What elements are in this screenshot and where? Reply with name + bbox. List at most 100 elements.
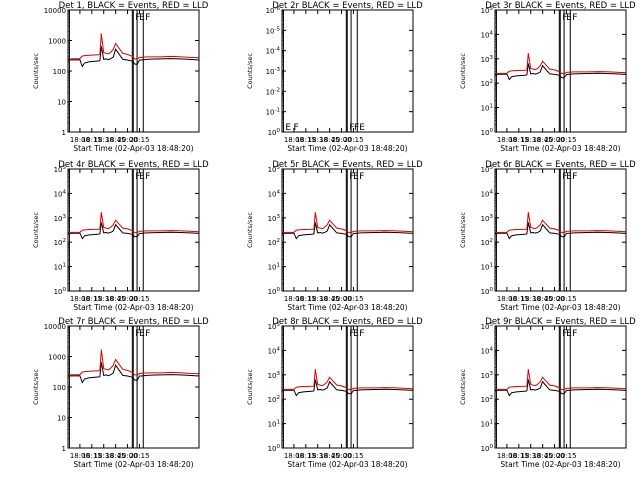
x-tick-label: 18:45	[533, 295, 553, 303]
y-tick-label: 100	[53, 384, 66, 392]
x-tick-label: 18:30	[308, 136, 328, 144]
lld-line	[494, 53, 627, 75]
y-tick-label: 10000	[44, 323, 66, 331]
y-tick-label: 104	[54, 189, 67, 198]
detector-panel-5: Det 5r BLACK = Events, RED = LLD FE F 100 10…	[246, 160, 423, 312]
plot-frame	[281, 9, 414, 133]
x-axis-label: Start Time (02-Apr-03 18:48:20)	[73, 460, 193, 469]
x-tick-label: 20:00	[544, 452, 564, 460]
y-tick-label: 100	[268, 287, 281, 296]
x-tick-label: 18:30	[94, 295, 114, 303]
x-tick-label: 18:00	[70, 295, 90, 303]
x-tick-label: 18:30	[521, 452, 541, 460]
panel-title: Det 1, BLACK = Events, RED = LLD	[59, 1, 209, 11]
y-tick-label: 103	[481, 214, 494, 223]
y-tick-label: 101	[54, 263, 66, 272]
flag-annotation: E	[285, 123, 291, 133]
panel-title: Det 4r BLACK = Events, RED = LLD	[58, 160, 209, 170]
y-tick-label: 100	[481, 128, 494, 137]
y-tick-label: 101	[268, 420, 280, 429]
y-tick-label: 103	[268, 214, 281, 223]
events-line	[494, 222, 627, 240]
plot-frame	[67, 9, 200, 133]
events-line	[67, 362, 200, 384]
y-tick-label: 102	[481, 395, 493, 404]
x-tick-label: 18:00	[284, 452, 304, 460]
x-tick-label: 18:45	[106, 136, 126, 144]
panel-title: Det 3r BLACK = Events, RED = LLD	[485, 1, 636, 11]
x-tick-label: 20:00	[331, 295, 351, 303]
detector-panel-9: Det 9r BLACK = Events, RED = LLD FE F 100 10…	[459, 317, 636, 469]
flag-annotation: E	[566, 172, 572, 182]
x-tick-label: 18:45	[106, 295, 126, 303]
lld-line	[494, 212, 627, 234]
panel-title: Det 9r BLACK = Events, RED = LLD	[485, 317, 636, 327]
detector-panel-8: Det 8r BLACK = Events, RED = LLD FE F 100 10…	[246, 317, 423, 469]
y-tick-label: 101	[481, 420, 493, 429]
flag-annotation: F	[359, 329, 364, 339]
y-tick-label: 100	[53, 68, 66, 76]
y-tick-label: 10-4	[266, 47, 281, 56]
y-tick-label: 10	[57, 99, 66, 107]
x-tick-label: 18:45	[533, 136, 553, 144]
y-axis-label: Counts/sec	[246, 212, 254, 248]
flag-annotation: E	[353, 172, 359, 182]
y-tick-label: 10-3	[266, 67, 281, 76]
detector-panel-6: Det 6r BLACK = Events, RED = LLD FE F 100 10…	[459, 160, 636, 312]
y-tick-label: 104	[481, 189, 494, 198]
x-tick-label: 18:45	[320, 452, 340, 460]
y-tick-label: 105	[54, 165, 67, 174]
x-tick-label: 18:30	[521, 136, 541, 144]
x-tick-label: 18:00	[70, 452, 90, 460]
y-tick-label: 10-2	[266, 87, 280, 96]
x-tick-label: 18:00	[497, 452, 517, 460]
flag-annotation: F	[572, 172, 577, 182]
detector-panel-3: Det 3r BLACK = Events, RED = LLD FE F 100 10…	[459, 1, 636, 153]
y-tick-label: 100	[268, 444, 281, 453]
x-tick-label: 18:30	[94, 136, 114, 144]
plot-frame	[494, 9, 627, 133]
flag-annotation: F	[349, 172, 354, 182]
panel-title: Det 5r BLACK = Events, RED = LLD	[272, 160, 423, 170]
x-axis-label: Start Time (02-Apr-03 18:48:20)	[500, 144, 620, 153]
x-tick-label: 20:00	[544, 295, 564, 303]
flag-annotation: F	[145, 172, 150, 182]
plot-frame	[67, 168, 200, 292]
y-tick-label: 105	[481, 165, 494, 174]
flag-annotation: F	[562, 13, 567, 23]
events-line	[67, 222, 200, 240]
x-tick-label: 20:15	[343, 136, 363, 144]
x-tick-label: 18:45	[320, 295, 340, 303]
flag-annotation: F	[562, 172, 567, 182]
x-tick-label: 20:00	[331, 136, 351, 144]
flag-annotation: F	[572, 329, 577, 339]
x-axis-label: Start Time (02-Apr-03 18:48:20)	[287, 460, 407, 469]
panel-title: Det 6r BLACK = Events, RED = LLD	[485, 160, 636, 170]
x-axis-label: Start Time (02-Apr-03 18:48:20)	[287, 144, 407, 153]
x-tick-label: 18:15	[296, 136, 316, 144]
x-tick-label: 20:15	[556, 452, 576, 460]
flag-annotation: F	[145, 13, 150, 23]
x-tick-label: 18:00	[284, 295, 304, 303]
x-tick-label: 20:00	[544, 136, 564, 144]
y-tick-label: 101	[268, 263, 280, 272]
x-axis-label: Start Time (02-Apr-03 18:48:20)	[73, 144, 193, 153]
lld-line	[67, 33, 200, 60]
y-tick-label: 101	[481, 104, 493, 113]
panel-title: Det 7r BLACK = Events, RED = LLD	[58, 317, 209, 327]
x-tick-label: 18:30	[521, 295, 541, 303]
x-tick-label: 18:45	[106, 452, 126, 460]
y-tick-label: 10-1	[266, 108, 280, 117]
events-line	[281, 379, 414, 397]
x-tick-label: 18:00	[497, 295, 517, 303]
y-axis-label: Counts/sec	[459, 212, 467, 248]
flag-annotation: E	[139, 13, 145, 23]
plot-frame	[67, 325, 200, 449]
flag-annotation: E	[139, 172, 145, 182]
detector-panel-4: Det 4r BLACK = Events, RED = LLD FE F 100 10…	[32, 160, 209, 312]
y-axis-label: Counts/sec	[32, 53, 40, 89]
x-tick-label: 20:15	[129, 295, 149, 303]
plot-frame	[494, 325, 627, 449]
x-tick-label: 18:15	[296, 295, 316, 303]
y-tick-label: 102	[268, 395, 280, 404]
